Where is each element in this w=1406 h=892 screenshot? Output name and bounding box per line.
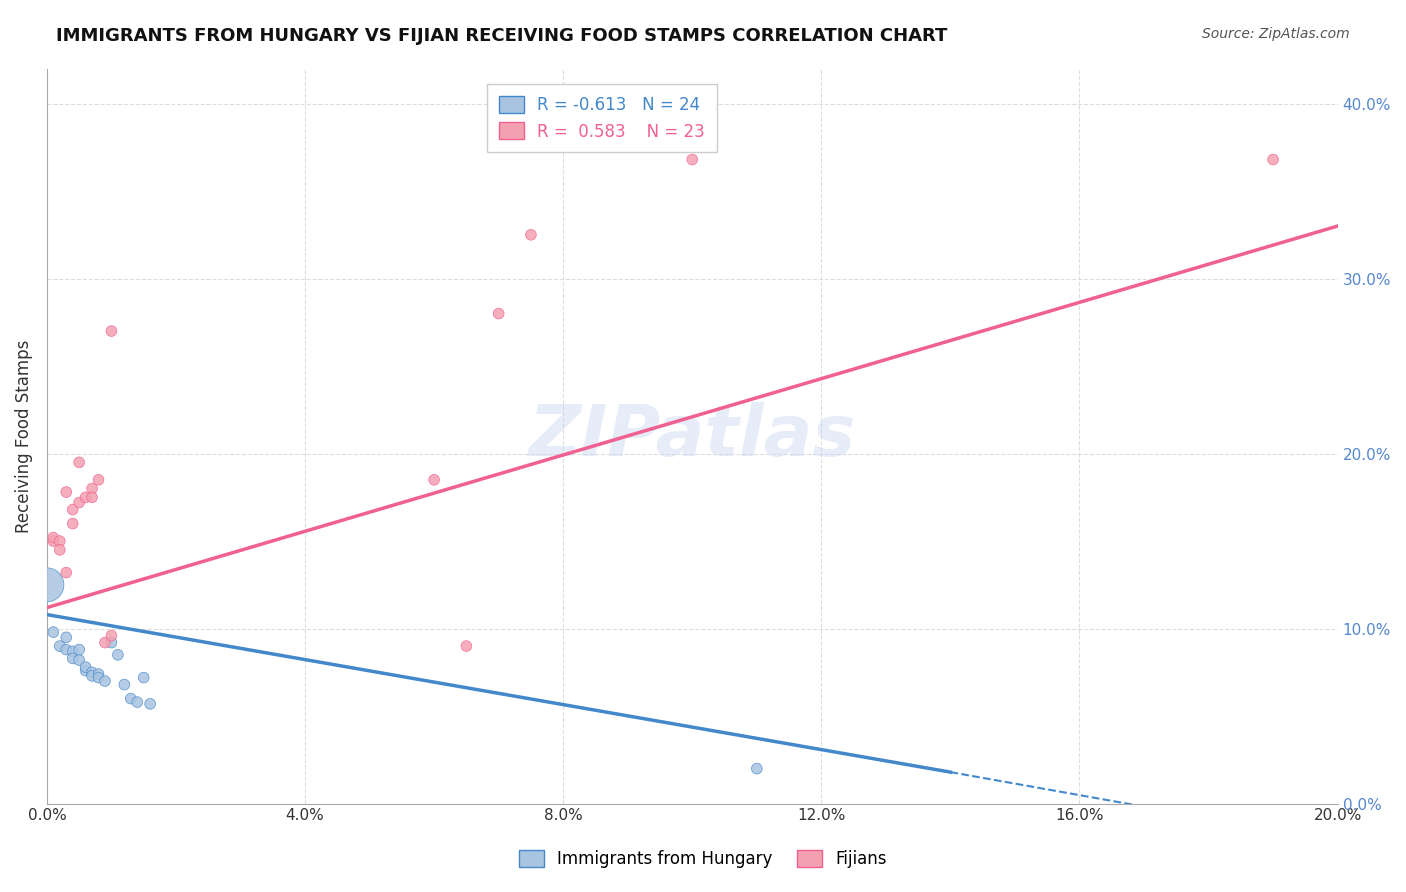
Point <box>67 495 90 509</box>
Point <box>49 534 72 549</box>
Point <box>456 639 478 653</box>
Point <box>80 665 103 680</box>
Point <box>75 664 97 678</box>
Point <box>139 697 162 711</box>
Point <box>62 644 84 658</box>
Point <box>107 648 129 662</box>
Y-axis label: Receiving Food Stamps: Receiving Food Stamps <box>15 339 32 533</box>
Point <box>55 485 77 500</box>
Point <box>488 307 510 321</box>
Point <box>745 762 768 776</box>
Point <box>132 671 155 685</box>
Point <box>87 667 110 681</box>
Point <box>42 625 65 640</box>
Point <box>127 695 149 709</box>
Point <box>55 566 77 580</box>
Point <box>49 639 72 653</box>
Text: Source: ZipAtlas.com: Source: ZipAtlas.com <box>1202 27 1350 41</box>
Point <box>80 669 103 683</box>
Legend: Immigrants from Hungary, Fijians: Immigrants from Hungary, Fijians <box>512 843 894 875</box>
Point <box>49 542 72 557</box>
Point <box>62 651 84 665</box>
Point <box>520 227 543 242</box>
Point <box>100 629 122 643</box>
Point <box>87 473 110 487</box>
Point <box>423 473 446 487</box>
Text: IMMIGRANTS FROM HUNGARY VS FIJIAN RECEIVING FOOD STAMPS CORRELATION CHART: IMMIGRANTS FROM HUNGARY VS FIJIAN RECEIV… <box>56 27 948 45</box>
Point <box>94 674 117 689</box>
Point <box>35 578 58 592</box>
Point <box>55 631 77 645</box>
Point <box>42 531 65 545</box>
Point <box>1261 153 1284 167</box>
Point <box>75 491 97 505</box>
Point <box>100 635 122 649</box>
Point <box>75 660 97 674</box>
Point <box>100 324 122 338</box>
Point <box>87 671 110 685</box>
Point <box>94 635 117 649</box>
Point <box>681 153 703 167</box>
Point <box>120 691 142 706</box>
Point <box>62 502 84 516</box>
Point <box>42 534 65 549</box>
Point <box>112 677 135 691</box>
Point <box>80 482 103 496</box>
Legend: R = -0.613   N = 24, R =  0.583    N = 23: R = -0.613 N = 24, R = 0.583 N = 23 <box>488 84 717 153</box>
Point <box>67 455 90 469</box>
Text: ZIPatlas: ZIPatlas <box>529 401 856 471</box>
Point <box>67 642 90 657</box>
Point <box>67 653 90 667</box>
Point <box>80 491 103 505</box>
Point <box>55 642 77 657</box>
Point <box>62 516 84 531</box>
